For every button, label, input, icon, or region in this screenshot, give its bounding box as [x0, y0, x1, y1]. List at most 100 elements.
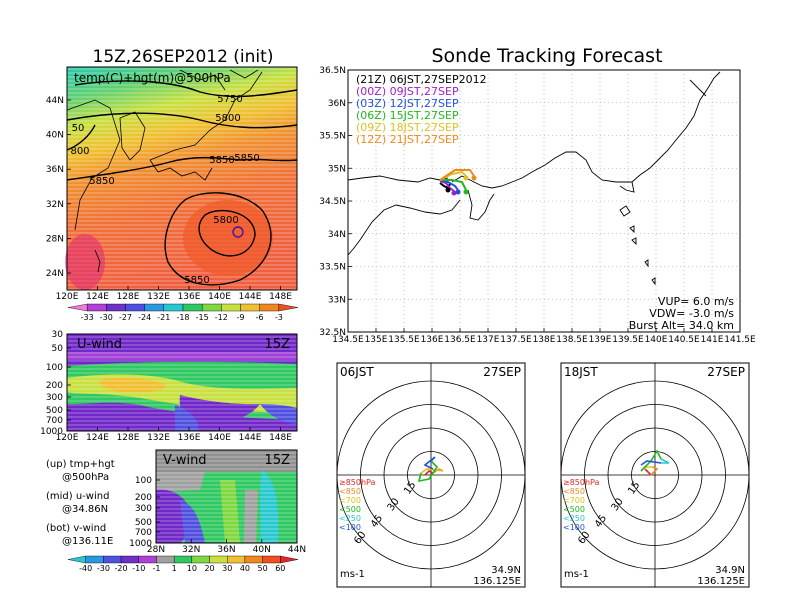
svg-text:(up) tmp+hgt: (up) tmp+hgt	[46, 459, 115, 470]
colorbar-swatch	[278, 303, 299, 312]
hodograph-trace	[417, 460, 439, 483]
wind-colorbar: -40 -30 -20 -10 -1 1 10 20 30 40 50 60	[67, 555, 299, 573]
colorbar-label: -20	[115, 564, 128, 573]
hodograph-trace	[640, 449, 662, 472]
lat-tick-label: 28N	[147, 545, 165, 555]
hodograph-level-legend: <850	[563, 487, 585, 496]
lat-tick-label: 24N	[46, 269, 64, 279]
lat-tick-label: 44N	[288, 545, 306, 555]
lon-tick-label: 124E	[86, 433, 109, 443]
colorbar-swatch	[191, 555, 210, 564]
contour-label: 5800	[213, 215, 238, 226]
colorbar-swatch	[221, 303, 241, 312]
left-title: 15Z,26SEP2012 (init)	[93, 47, 274, 67]
hodograph-ring	[336, 380, 526, 570]
colorbar-swatch	[103, 555, 122, 564]
colorbar-label: -9	[237, 313, 245, 322]
lon-tick-label: 141E	[701, 335, 724, 345]
pressure-tick-label: 300	[135, 504, 152, 514]
lon-tick-label: 144E	[239, 433, 262, 443]
hodograph-time: 18JST	[564, 365, 598, 379]
lon-tick-label: 148E	[269, 433, 292, 443]
hodograph-trace	[644, 468, 652, 476]
lon-tick-label: 136E	[178, 433, 201, 443]
hodograph-ring	[383, 427, 479, 523]
vup-text: VUP= 6.0 m/s	[658, 295, 734, 308]
lon-tick-label: 132E	[147, 292, 170, 302]
hodograph-level-legend: <700	[563, 496, 585, 505]
sonde-trajectories	[439, 169, 475, 192]
colorbar-label: -27	[119, 313, 132, 322]
colorbar-swatch	[120, 555, 139, 564]
vwind-label: V-wind	[163, 453, 207, 468]
lon-tick-label: 148E	[269, 292, 292, 302]
pressure-tick-label: 50	[52, 344, 64, 354]
colorbar-label: -3	[275, 313, 283, 322]
tracking-map: (21Z) 06JST,27SEP2012(00Z) 09JST,27SEP(0…	[347, 69, 741, 333]
colorbar-label: 50	[258, 564, 268, 573]
colorbar-swatch	[262, 555, 281, 564]
coastline	[347, 71, 721, 286]
contour-label: 5800	[215, 113, 240, 124]
colorbar-swatch	[173, 555, 193, 564]
colorbar-label: -40	[79, 564, 92, 573]
lon-tick-label: 138.5E	[556, 335, 588, 345]
colorbar-label: 10	[187, 564, 197, 573]
svg-text:@34.86N: @34.86N	[62, 504, 108, 515]
lat-tick-label: 32N	[46, 200, 64, 210]
hodograph-level-legend: <700	[339, 496, 361, 505]
lon-tick-label: 132E	[147, 433, 170, 443]
hodograph-lat: 34.9N	[715, 565, 745, 576]
lat-tick-label: 32.5N	[319, 328, 346, 338]
launch-legend-item: (09Z) 18JST,27SEP	[356, 121, 459, 134]
colorbar-label: -18	[176, 313, 189, 322]
colorbar-label: -6	[256, 313, 264, 322]
colorbar-label: 1	[172, 564, 177, 573]
launch-legend-item: (21Z) 06JST,27SEP2012	[356, 73, 487, 86]
pressure-tick-label: 100	[135, 476, 152, 486]
lat-tick-label: 33N	[328, 295, 346, 305]
hodograph-ring	[607, 427, 703, 523]
launch-legend-item: (03Z) 12JST,27SEP	[356, 97, 459, 110]
temp-map-panel: 5750 5800 5850 5850 5850 5800 5850 50 80…	[65, 66, 298, 291]
hodograph-level-legend: <500	[339, 505, 361, 514]
hodograph-trace	[423, 456, 436, 470]
hodograph-ring	[560, 380, 750, 570]
colorbar-swatch	[209, 555, 228, 564]
colorbar-label: -30	[97, 564, 110, 573]
hodograph-level-legend: <250	[339, 514, 361, 523]
colorbar-label: -10	[132, 564, 145, 573]
pressure-tick-label: 300	[46, 393, 63, 403]
svg-text:@136.11E: @136.11E	[62, 536, 113, 547]
contour-label: 5850	[234, 153, 259, 164]
hodograph-lon: 136.125E	[697, 576, 745, 587]
hodograph-ring	[584, 404, 726, 546]
svg-text:@500hPa: @500hPa	[62, 472, 109, 483]
hodograph-level-legend: <100	[563, 523, 585, 532]
launch-legend-item: (12Z) 21JST,27SEP	[356, 133, 459, 146]
right-title: Sonde Tracking Forecast	[431, 45, 662, 67]
hodograph-unit: ms-1	[340, 569, 365, 580]
lon-tick-label: 136.5E	[444, 335, 476, 345]
lat-tick-label: 34.5N	[319, 197, 346, 207]
colorbar-swatch	[67, 303, 88, 312]
vwind-panel: V-wind 15Z	[155, 449, 298, 544]
lon-tick-label: 144E	[239, 292, 262, 302]
lon-tick-label: 134.5E	[332, 335, 364, 345]
temp-map-lon-axis: 120E 124E 128E 132E 136E 140E 144E 148E	[56, 286, 292, 302]
hodograph-lat: 34.9N	[491, 565, 521, 576]
hodograph-level-legend: ≥850hPa	[563, 478, 600, 487]
lat-tick-label: 36N	[217, 545, 235, 555]
contour-label: 50	[72, 123, 85, 134]
lon-tick-label: 137E	[477, 335, 500, 345]
temp-map-label: temp(C)+hgt(m)@500hPa	[74, 71, 231, 85]
launch-legend-item: (00Z) 09JST,27SEP	[356, 85, 459, 98]
colorbar-label: -15	[196, 313, 209, 322]
lon-tick-label: 139E	[589, 335, 612, 345]
vwind-lat-axis: 28N 32N 36N 40N 44N	[147, 539, 306, 555]
uwind-label: U-wind	[77, 337, 122, 352]
pressure-tick-label: 700	[135, 528, 152, 538]
colorbar-swatch	[244, 555, 263, 564]
temp-map-lat-axis: 44N 40N 36N 32N 28N 24N	[46, 96, 71, 279]
